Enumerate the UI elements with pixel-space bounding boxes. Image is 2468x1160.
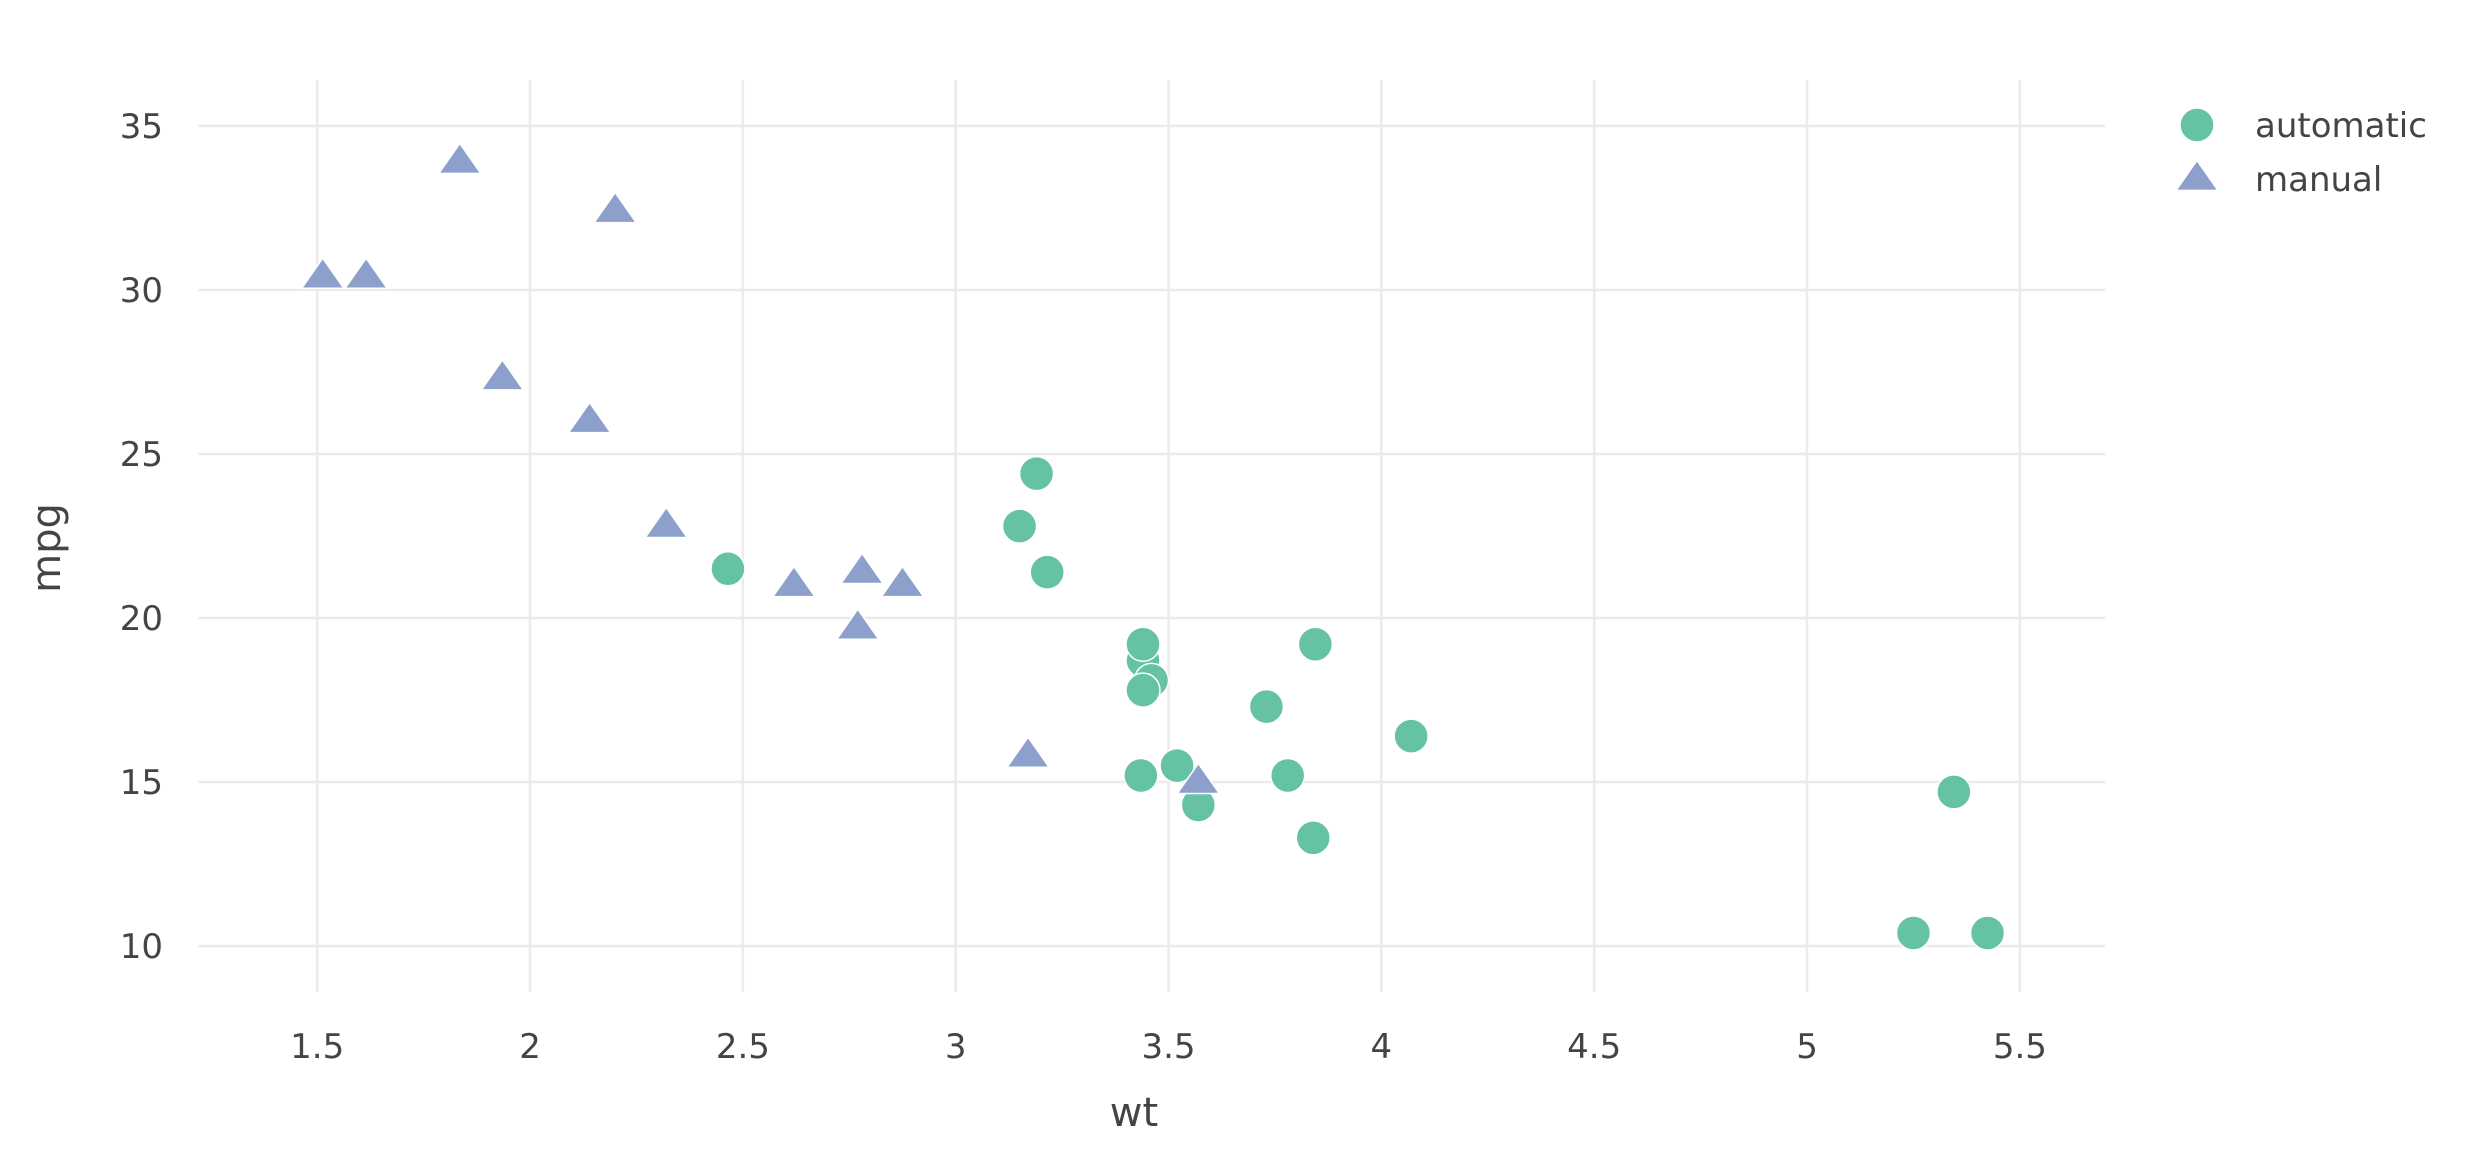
x-tick-label: 3.5 <box>1141 1027 1195 1067</box>
data-point-manual[interactable] <box>643 506 689 539</box>
legend[interactable]: automatic manual <box>2174 106 2427 200</box>
x-axis-ticks: 1.5 2 2.5 3 3.5 4 4.5 5 5.5 <box>290 1027 2047 1067</box>
y-tick-label: 30 <box>120 271 163 311</box>
y-tick-label: 15 <box>120 763 163 803</box>
legend-triangle-icon[interactable] <box>2174 159 2220 192</box>
data-point-manual[interactable] <box>1175 762 1221 795</box>
legend-label: manual <box>2255 160 2382 200</box>
data-point-manual[interactable] <box>880 565 925 598</box>
data-point-manual[interactable] <box>343 256 389 289</box>
x-tick-label: 5.5 <box>1993 1027 2047 1067</box>
data-point-automatic[interactable] <box>1895 915 1932 951</box>
data-point-automatic[interactable] <box>1125 626 1161 663</box>
data-point-manual[interactable] <box>771 565 817 598</box>
y-tick-label: 35 <box>120 107 163 147</box>
x-tick-label: 4.5 <box>1567 1027 1621 1067</box>
data-point-manual[interactable] <box>300 256 346 289</box>
data-point-automatic[interactable] <box>1159 747 1195 784</box>
data-point-automatic[interactable] <box>1248 688 1285 725</box>
grid <box>198 80 2105 992</box>
legend-item-automatic[interactable]: automatic <box>2179 106 2427 146</box>
series-automatic <box>710 455 2006 951</box>
x-tick-label: 2.5 <box>716 1027 770 1067</box>
x-tick-label: 5 <box>1796 1027 1818 1067</box>
x-tick-label: 4 <box>1371 1027 1393 1067</box>
legend-label: automatic <box>2255 106 2427 146</box>
y-axis-ticks: 10 15 20 25 30 35 <box>120 107 163 967</box>
data-point-manual[interactable] <box>835 607 881 641</box>
data-point-automatic[interactable] <box>1295 820 1332 856</box>
y-tick-label: 10 <box>120 927 163 967</box>
x-tick-label: 1.5 <box>290 1027 344 1067</box>
x-axis-title: wt <box>1110 1090 1158 1136</box>
data-point-manual[interactable] <box>437 142 483 175</box>
data-point-manual[interactable] <box>1005 735 1051 768</box>
data-point-automatic[interactable] <box>710 551 746 587</box>
data-point-automatic[interactable] <box>1125 672 1161 708</box>
data-point-automatic[interactable] <box>1393 718 1429 754</box>
data-point-automatic[interactable] <box>1123 757 1159 794</box>
series-manual <box>300 142 1221 795</box>
x-tick-label: 2 <box>519 1027 541 1067</box>
data-point-automatic[interactable] <box>1297 626 1334 663</box>
y-axis-title: mpg <box>24 503 70 593</box>
data-point-manual[interactable] <box>592 191 638 224</box>
y-tick-label: 25 <box>120 435 163 475</box>
data-point-manual[interactable] <box>839 552 885 585</box>
data-point-automatic[interactable] <box>1001 508 1038 544</box>
data-points[interactable] <box>300 142 2006 951</box>
data-point-automatic[interactable] <box>1269 757 1306 794</box>
data-point-automatic[interactable] <box>1969 915 2006 951</box>
data-point-automatic[interactable] <box>1936 774 1972 810</box>
x-tick-label: 3 <box>945 1027 967 1067</box>
data-point-automatic[interactable] <box>1029 554 1065 590</box>
legend-circle-icon[interactable] <box>2179 107 2215 143</box>
legend-item-manual[interactable]: manual <box>2174 159 2382 200</box>
y-tick-label: 20 <box>120 599 163 639</box>
data-point-manual[interactable] <box>479 358 525 391</box>
data-point-automatic[interactable] <box>1018 455 1055 492</box>
data-point-manual[interactable] <box>567 401 613 434</box>
